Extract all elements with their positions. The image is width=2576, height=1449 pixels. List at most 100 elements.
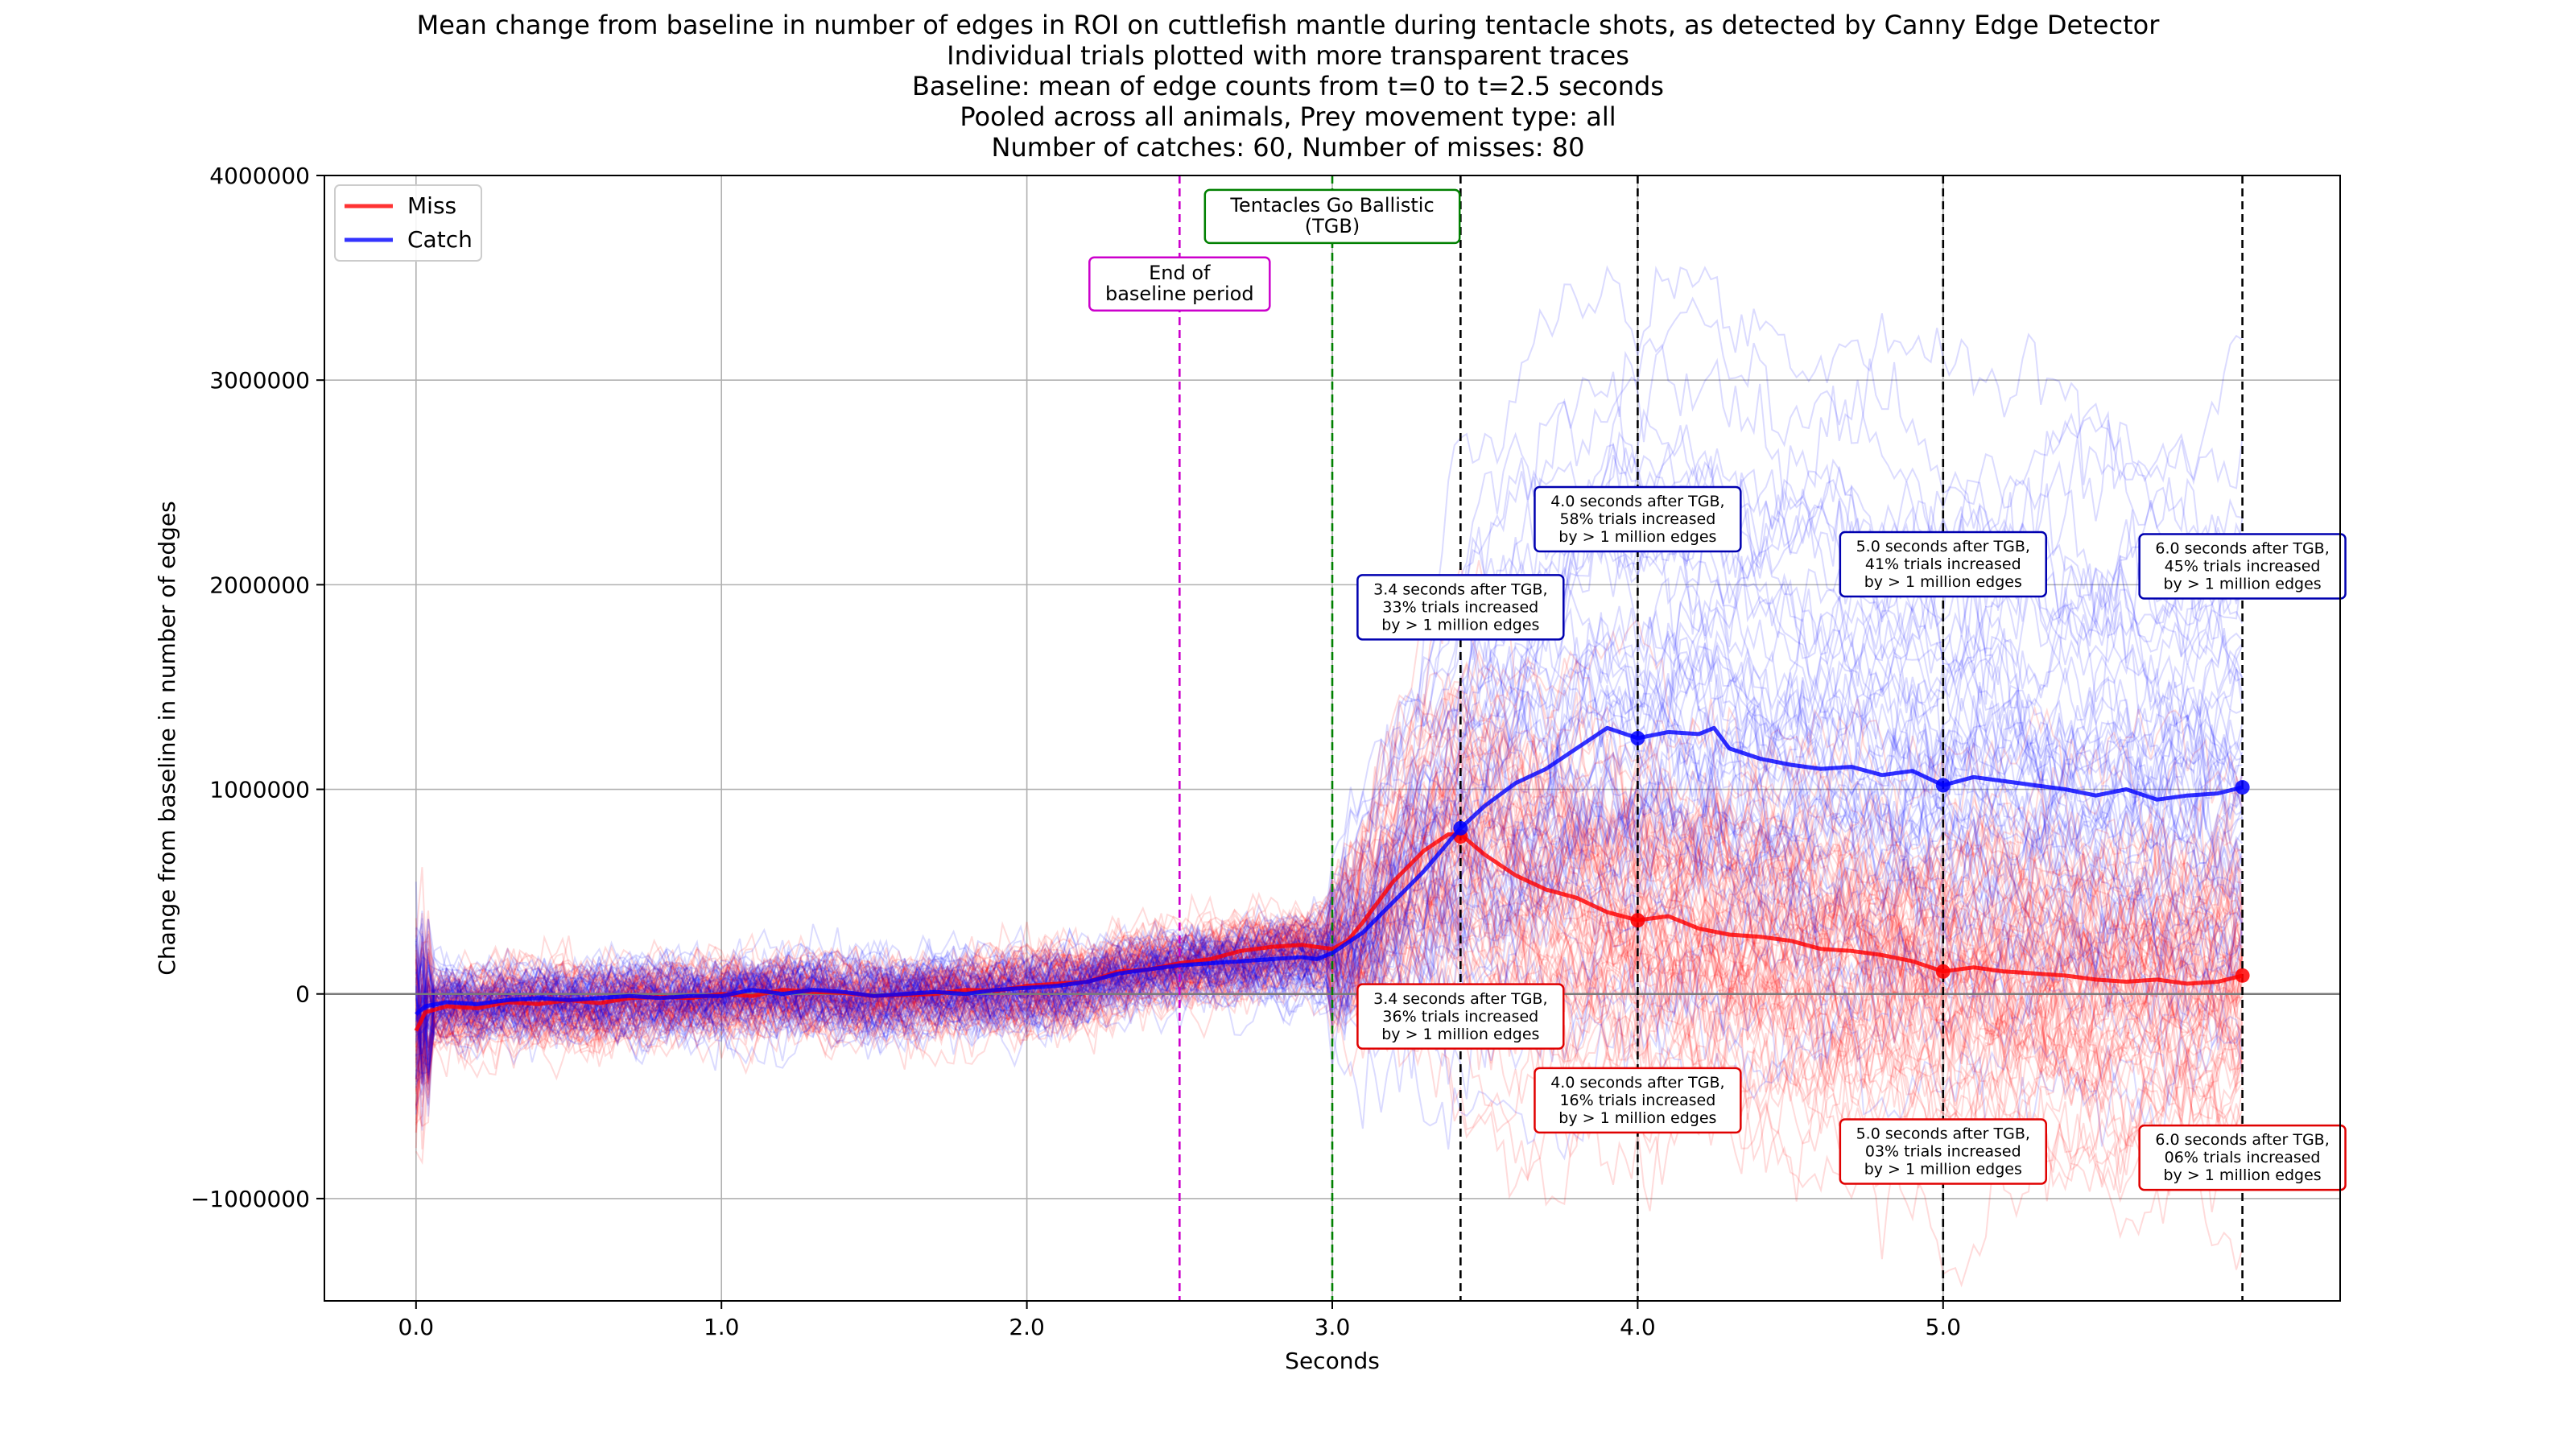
annotation-frame [2138, 533, 2347, 600]
annotation-frame [1534, 485, 1742, 553]
annotation-box: 4.0 seconds after TGB,16% trials increas… [1534, 1067, 1742, 1134]
annotation-text: by > 1 million edges [1381, 616, 1539, 634]
annotation-box: 5.0 seconds after TGB,03% trials increas… [1839, 1118, 2047, 1185]
trial-trace-catch [415, 616, 2244, 1067]
trial-trace-miss [415, 920, 2244, 1146]
trial-trace-catch [415, 782, 2244, 1060]
mean-series [414, 725, 2250, 1032]
annotation-box: 6.0 seconds after TGB,06% trials increas… [2138, 1124, 2347, 1191]
mean-line-catch [415, 725, 2244, 1016]
trial-trace-catch [415, 588, 2244, 1076]
annotation-text: by > 1 million edges [1381, 1026, 1539, 1043]
trial-trace-miss [415, 779, 2244, 1084]
marker-miss [1630, 913, 1645, 928]
y-tick-label: 1000000 [209, 777, 310, 803]
trial-trace-catch [415, 889, 2244, 1079]
title-line-2: Individual trials plotted with more tran… [947, 40, 1629, 71]
trial-trace-miss [415, 829, 2244, 1091]
annotation-text: 06% trials increased [2165, 1149, 2321, 1166]
title-line-4: Pooled across all animals, Prey movement… [960, 101, 1616, 132]
trial-trace-miss [415, 617, 2244, 1044]
annotation-frame [1356, 983, 1565, 1050]
trial-trace-catch [415, 646, 2244, 1060]
trial-trace-miss [415, 685, 2244, 1133]
trial-trace-miss [415, 824, 2244, 1045]
trial-trace-miss [415, 898, 2244, 1131]
trial-trace-miss [415, 876, 2244, 1125]
annotation-text: End of [1149, 262, 1211, 284]
annotation-frame [1839, 1118, 2047, 1185]
trial-trace-miss [415, 726, 2244, 1065]
trial-trace-miss [415, 752, 2244, 1105]
trial-trace-catch [415, 489, 2244, 1056]
trial-trace-catch [415, 913, 2244, 1096]
trial-trace-catch [415, 724, 2244, 1075]
annotation-text: 3.4 seconds after TGB, [1373, 580, 1547, 598]
annotation-text: 5.0 seconds after TGB, [1856, 538, 2030, 555]
title-line-3: Baseline: mean of edge counts from t=0 t… [912, 71, 1664, 101]
y-axis-label: Change from baseline in number of edges [154, 501, 180, 975]
trial-trace-catch [415, 747, 2244, 1115]
annotation-frame [1203, 188, 1461, 245]
trial-trace-catch [415, 688, 2243, 1065]
trial-trace-miss [415, 840, 2244, 1154]
trial-trace-miss [415, 867, 2244, 1186]
trial-trace-catch [415, 865, 2244, 1106]
trial-trace-catch [415, 942, 2244, 1167]
event-lines [1179, 175, 2244, 1301]
annotation-text: by > 1 million edges [2164, 1166, 2322, 1184]
trial-trace-miss [415, 907, 2244, 1104]
x-tick-label: 4.0 [1620, 1314, 1656, 1340]
annotation-box: 4.0 seconds after TGB,58% trials increas… [1534, 485, 1742, 553]
annotation-text: 03% trials increased [1865, 1143, 2021, 1161]
trial-trace-miss [415, 732, 2244, 1111]
trial-trace-miss [415, 559, 2244, 1080]
annotation-text: 3.4 seconds after TGB, [1373, 990, 1547, 1008]
trial-trace-catch [415, 481, 2244, 1068]
trial-trace-miss [415, 836, 2244, 1149]
annotation-box: 6.0 seconds after TGB,45% trials increas… [2138, 533, 2347, 600]
x-axis-label: Seconds [1285, 1348, 1380, 1374]
annotation-box: Tentacles Go Ballistic(TGB) [1203, 188, 1461, 245]
trial-trace-catch [415, 799, 2244, 1071]
legend-label-miss: Miss [407, 192, 456, 219]
annotation-frame [2138, 1124, 2347, 1191]
trial-trace-miss [415, 916, 2244, 1109]
trial-trace-catch [415, 792, 2244, 1077]
trial-trace-miss [415, 767, 2244, 1070]
trial-trace-miss [415, 693, 2244, 1057]
trial-trace-catch [415, 911, 2244, 1129]
marker-catch [1453, 820, 1468, 836]
trial-trace-catch [415, 750, 2244, 1040]
trial-trace-catch [415, 791, 2244, 1066]
axis-ticks: 0.0 1.0 2.0 3.0 4.0 5.0 −1000000 0 1000000 200000… [191, 163, 1961, 1340]
annotation-text: by > 1 million edges [1558, 528, 1716, 546]
title-line-5: Number of catches: 60, Number of misses:… [992, 132, 1585, 163]
annotation-box: 3.4 seconds after TGB,36% trials increas… [1356, 983, 1565, 1050]
x-tick-label: 1.0 [704, 1314, 740, 1340]
trial-trace-catch [415, 525, 2244, 1063]
legend: Miss Catch [334, 184, 482, 262]
trial-trace-miss [415, 597, 2244, 1095]
trial-trace-miss [415, 874, 2244, 1132]
trial-trace-miss [415, 811, 2244, 1063]
annotation-frame [1356, 574, 1565, 641]
trial-trace-miss [415, 775, 2244, 1108]
trial-trace-miss [415, 729, 2244, 1048]
trial-trace-catch [415, 650, 2243, 1085]
marker-catch [2235, 780, 2250, 795]
trial-trace-catch [415, 576, 2244, 1069]
trial-trace-miss [415, 741, 2243, 1071]
x-tick-label: 0.0 [398, 1314, 435, 1340]
trial-trace-miss [415, 752, 2243, 1058]
annotation-frame [1534, 1067, 1742, 1134]
annotation-text: 36% trials increased [1382, 1008, 1538, 1026]
annotation-frame [1839, 530, 2047, 598]
trial-trace-miss [415, 689, 2244, 1066]
chart-title: Mean change from baseline in number of e… [417, 10, 2161, 163]
trial-trace-catch [415, 677, 2244, 1038]
annotation-frame [1088, 256, 1271, 312]
trial-trace-catch [415, 494, 2244, 1062]
trial-trace-miss [415, 816, 2244, 1068]
